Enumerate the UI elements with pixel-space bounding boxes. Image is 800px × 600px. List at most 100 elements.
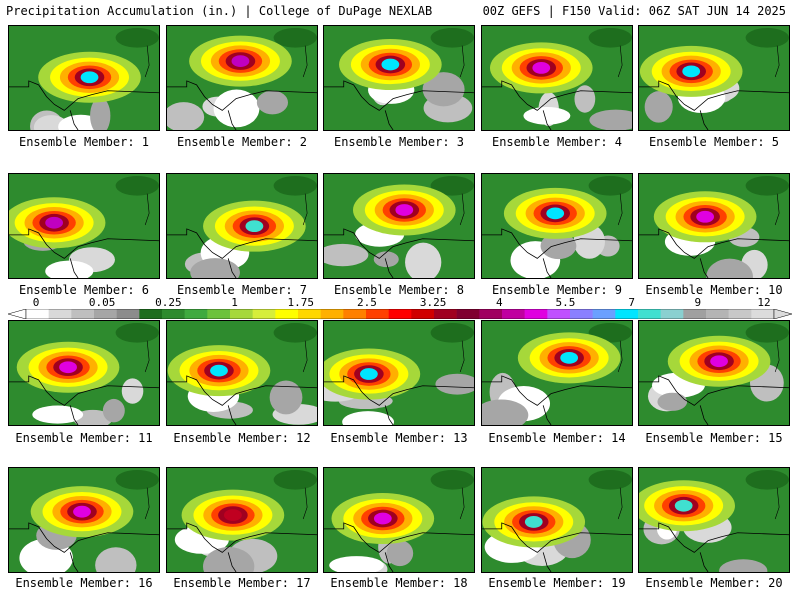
member-caption: Ensemble Member: 10 bbox=[645, 283, 783, 297]
state-border bbox=[617, 45, 623, 78]
scale-swatch bbox=[207, 309, 231, 319]
scale-swatch bbox=[728, 309, 752, 319]
state-border bbox=[774, 340, 780, 373]
scale-tick-label: 5.5 bbox=[555, 296, 576, 309]
precip-maximum bbox=[73, 505, 91, 518]
precip-maximum bbox=[524, 516, 543, 528]
state-border bbox=[302, 340, 308, 373]
scale-swatch bbox=[479, 309, 503, 319]
scale-swatch bbox=[411, 309, 435, 319]
coastline bbox=[542, 405, 552, 425]
member-map-panel bbox=[8, 173, 160, 279]
state-border bbox=[302, 193, 308, 226]
precip-contour bbox=[588, 469, 632, 490]
precip-maximum bbox=[224, 509, 242, 521]
scale-swatch bbox=[320, 309, 344, 319]
member-map-panel bbox=[481, 467, 633, 573]
dry-area bbox=[256, 90, 288, 115]
coastline bbox=[227, 110, 237, 130]
precip-contour bbox=[588, 175, 632, 196]
scale-swatch bbox=[116, 309, 140, 319]
state-border bbox=[167, 80, 317, 111]
precip-contour bbox=[273, 469, 317, 490]
member-caption: Ensemble Member: 14 bbox=[488, 431, 626, 445]
dry-area bbox=[435, 373, 474, 395]
scale-swatch bbox=[456, 309, 480, 319]
scale-tick-label: 1.75 bbox=[287, 296, 314, 309]
dry-area bbox=[342, 411, 395, 425]
precip-maximum bbox=[210, 364, 228, 377]
member-map-panel bbox=[166, 320, 318, 426]
precip-maximum bbox=[45, 216, 64, 229]
state-border bbox=[482, 80, 632, 111]
dry-area bbox=[373, 251, 399, 268]
precip-maximum bbox=[360, 368, 378, 380]
precip-contour bbox=[115, 27, 159, 48]
state-border bbox=[482, 522, 632, 553]
dry-area bbox=[482, 399, 529, 425]
precip-contour bbox=[273, 322, 317, 343]
scale-swatch bbox=[683, 309, 707, 319]
member-map-panel bbox=[166, 25, 318, 131]
precip-contour bbox=[745, 322, 789, 343]
member-caption: Ensemble Member: 13 bbox=[330, 431, 468, 445]
state-border bbox=[9, 522, 159, 553]
member-caption: Ensemble Member: 2 bbox=[176, 135, 308, 149]
state-border bbox=[459, 487, 465, 520]
state-border bbox=[774, 487, 780, 520]
state-border bbox=[167, 375, 317, 406]
member-caption: Ensemble Member: 8 bbox=[333, 283, 465, 297]
dry-area bbox=[32, 405, 84, 424]
precip-maximum bbox=[710, 355, 728, 368]
state-border bbox=[482, 228, 632, 259]
precip-maximum bbox=[674, 499, 693, 512]
precip-contour bbox=[273, 27, 317, 48]
scale-tick-label: 7 bbox=[628, 296, 635, 309]
dry-area bbox=[706, 258, 753, 278]
member-caption: Ensemble Member: 15 bbox=[645, 431, 783, 445]
scale-swatch bbox=[275, 309, 299, 319]
dry-area bbox=[386, 540, 414, 567]
dry-area bbox=[203, 546, 255, 572]
scale-swatch bbox=[26, 309, 49, 319]
scale-swatch bbox=[94, 309, 117, 319]
scale-low-arrow bbox=[8, 309, 27, 319]
chart-title: Precipitation Accumulation (in.) | Colle… bbox=[6, 4, 433, 18]
precip-contour bbox=[115, 322, 159, 343]
state-border bbox=[9, 228, 159, 259]
member-caption: Ensemble Member: 19 bbox=[488, 576, 626, 590]
state-border bbox=[459, 340, 465, 373]
dry-area bbox=[95, 547, 137, 572]
scale-swatch bbox=[660, 309, 684, 319]
scale-swatch bbox=[524, 309, 548, 319]
coastline bbox=[542, 258, 552, 278]
member-map-panel bbox=[638, 467, 790, 573]
dry-area bbox=[523, 106, 571, 125]
member-caption: Ensemble Member: 9 bbox=[491, 283, 623, 297]
member-caption: Ensemble Member: 7 bbox=[176, 283, 308, 297]
member-map-panel bbox=[323, 173, 475, 279]
dry-area bbox=[422, 72, 465, 107]
member-map-panel bbox=[481, 173, 633, 279]
coastline bbox=[384, 405, 394, 425]
state-border bbox=[639, 228, 789, 259]
scale-swatch bbox=[252, 309, 276, 319]
dry-area bbox=[45, 260, 94, 278]
state-border bbox=[302, 45, 308, 78]
state-border bbox=[617, 487, 623, 520]
member-map-panel bbox=[8, 467, 160, 573]
scale-tick-label: 0 bbox=[32, 296, 40, 309]
dry-area bbox=[324, 243, 369, 267]
run-valid-time: 00Z GEFS | F150 Valid: 06Z SAT JUN 14 20… bbox=[482, 4, 786, 18]
coastline bbox=[227, 258, 237, 278]
scale-tick-label: 12 bbox=[757, 296, 771, 309]
coastline bbox=[227, 405, 237, 425]
scale-swatch bbox=[434, 309, 457, 319]
state-border bbox=[617, 193, 623, 226]
dry-area bbox=[102, 398, 125, 423]
member-map-panel bbox=[166, 173, 318, 279]
state-border bbox=[639, 80, 789, 111]
member-map-panel bbox=[638, 25, 790, 131]
scale-swatch bbox=[48, 309, 72, 319]
scale-swatch bbox=[502, 309, 525, 319]
